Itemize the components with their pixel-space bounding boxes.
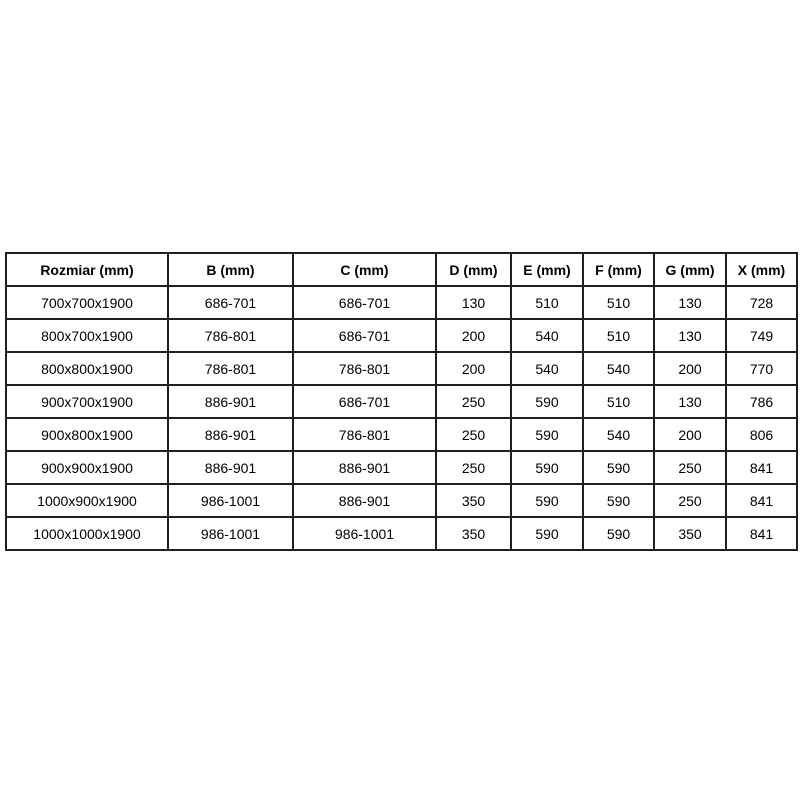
- table-cell: 540: [582, 417, 655, 452]
- table-cell: 786-801: [292, 417, 437, 452]
- table-cell: 800x800x1900: [5, 351, 169, 386]
- table-row: 1000x900x1900 986-1001 886-901 350 590 5…: [5, 483, 798, 518]
- table-cell: 986-1001: [292, 516, 437, 551]
- table-cell: 200: [435, 351, 512, 386]
- table-cell: 886-901: [292, 450, 437, 485]
- table-cell: 900x700x1900: [5, 384, 169, 419]
- table-cell: 590: [582, 483, 655, 518]
- table-cell: 200: [653, 417, 727, 452]
- table-cell: 686-701: [292, 384, 437, 419]
- table-cell: 130: [653, 318, 727, 353]
- table-cell: 770: [725, 351, 798, 386]
- table-cell: 841: [725, 516, 798, 551]
- table-cell: 786: [725, 384, 798, 419]
- table-cell: 350: [435, 516, 512, 551]
- table-cell: 200: [435, 318, 512, 353]
- table-cell: 841: [725, 483, 798, 518]
- table-cell: 250: [435, 417, 512, 452]
- table-cell: 590: [510, 483, 584, 518]
- table-cell: 590: [510, 384, 584, 419]
- header-cell-rozmiar: Rozmiar (mm): [5, 252, 169, 287]
- table-cell: 1000x1000x1900: [5, 516, 169, 551]
- table-cell: 590: [582, 450, 655, 485]
- table-cell: 1000x900x1900: [5, 483, 169, 518]
- header-cell-e: E (mm): [510, 252, 584, 287]
- table-cell: 700x700x1900: [5, 285, 169, 320]
- table-cell: 886-901: [167, 450, 294, 485]
- table-cell: 590: [510, 516, 584, 551]
- dimension-table-container: Rozmiar (mm) B (mm) C (mm) D (mm) E (mm)…: [5, 252, 798, 551]
- header-cell-g: G (mm): [653, 252, 727, 287]
- table-cell: 250: [435, 384, 512, 419]
- header-cell-b: B (mm): [167, 252, 294, 287]
- table-row: 800x700x1900 786-801 686-701 200 540 510…: [5, 318, 798, 353]
- table-cell: 510: [510, 285, 584, 320]
- table-cell: 540: [510, 351, 584, 386]
- table-cell: 250: [653, 450, 727, 485]
- table-row: 1000x1000x1900 986-1001 986-1001 350 590…: [5, 516, 798, 551]
- table-cell: 806: [725, 417, 798, 452]
- table-cell: 250: [653, 483, 727, 518]
- table-cell: 130: [435, 285, 512, 320]
- table-cell: 130: [653, 285, 727, 320]
- header-cell-d: D (mm): [435, 252, 512, 287]
- table-cell: 510: [582, 384, 655, 419]
- table-cell: 250: [435, 450, 512, 485]
- table-cell: 986-1001: [167, 483, 294, 518]
- table-cell: 786-801: [292, 351, 437, 386]
- table-cell: 540: [582, 351, 655, 386]
- header-cell-f: F (mm): [582, 252, 655, 287]
- table-cell: 728: [725, 285, 798, 320]
- table-cell: 886-901: [167, 417, 294, 452]
- table-cell: 590: [510, 417, 584, 452]
- table-cell: 786-801: [167, 318, 294, 353]
- table-cell: 786-801: [167, 351, 294, 386]
- table-cell: 590: [582, 516, 655, 551]
- table-cell: 800x700x1900: [5, 318, 169, 353]
- table-row: 800x800x1900 786-801 786-801 200 540 540…: [5, 351, 798, 386]
- table-cell: 986-1001: [167, 516, 294, 551]
- header-cell-c: C (mm): [292, 252, 437, 287]
- table-cell: 590: [510, 450, 584, 485]
- table-cell: 841: [725, 450, 798, 485]
- header-row: Rozmiar (mm) B (mm) C (mm) D (mm) E (mm)…: [5, 252, 798, 287]
- table-cell: 886-901: [292, 483, 437, 518]
- table-cell: 686-701: [167, 285, 294, 320]
- table-row: 900x800x1900 886-901 786-801 250 590 540…: [5, 417, 798, 452]
- table-cell: 749: [725, 318, 798, 353]
- table-cell: 686-701: [292, 285, 437, 320]
- table-row: 900x700x1900 886-901 686-701 250 590 510…: [5, 384, 798, 419]
- table-cell: 510: [582, 285, 655, 320]
- table-cell: 886-901: [167, 384, 294, 419]
- table-cell: 900x800x1900: [5, 417, 169, 452]
- table-cell: 130: [653, 384, 727, 419]
- table-cell: 510: [582, 318, 655, 353]
- table-cell: 540: [510, 318, 584, 353]
- table-cell: 200: [653, 351, 727, 386]
- table-cell: 686-701: [292, 318, 437, 353]
- header-cell-x: X (mm): [725, 252, 798, 287]
- table-cell: 350: [435, 483, 512, 518]
- table-row: 900x900x1900 886-901 886-901 250 590 590…: [5, 450, 798, 485]
- table-cell: 350: [653, 516, 727, 551]
- table-cell: 900x900x1900: [5, 450, 169, 485]
- table-row: 700x700x1900 686-701 686-701 130 510 510…: [5, 285, 798, 320]
- data-table: Rozmiar (mm) B (mm) C (mm) D (mm) E (mm)…: [5, 252, 798, 551]
